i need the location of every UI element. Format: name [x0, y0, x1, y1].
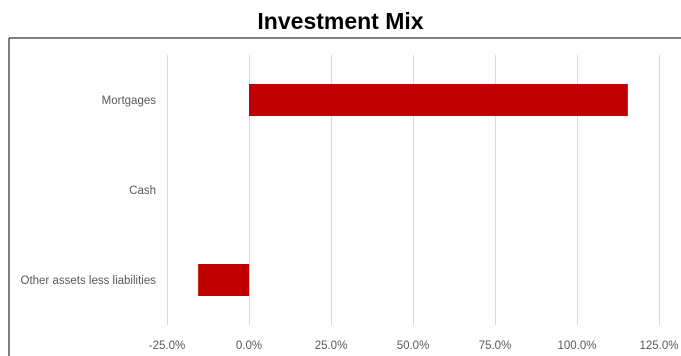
bar-mortgages: [249, 84, 628, 116]
category-label: Mortgages: [102, 95, 157, 107]
x-tick-label: -25.0%: [149, 340, 185, 352]
category-label: Cash: [129, 185, 156, 197]
bar-other-assets-less-liabilities: [198, 264, 249, 296]
chart-title: Investment Mix: [257, 8, 424, 34]
x-tick-label: 100.0%: [557, 340, 596, 352]
x-tick-label: 25.0%: [315, 340, 348, 352]
x-tick-label: 125.0%: [639, 340, 678, 352]
category-label: Other assets less liabilities: [21, 275, 157, 287]
x-tick-label: 75.0%: [479, 340, 512, 352]
x-tick-label: 0.0%: [236, 340, 262, 352]
x-tick-label: 50.0%: [397, 340, 430, 352]
